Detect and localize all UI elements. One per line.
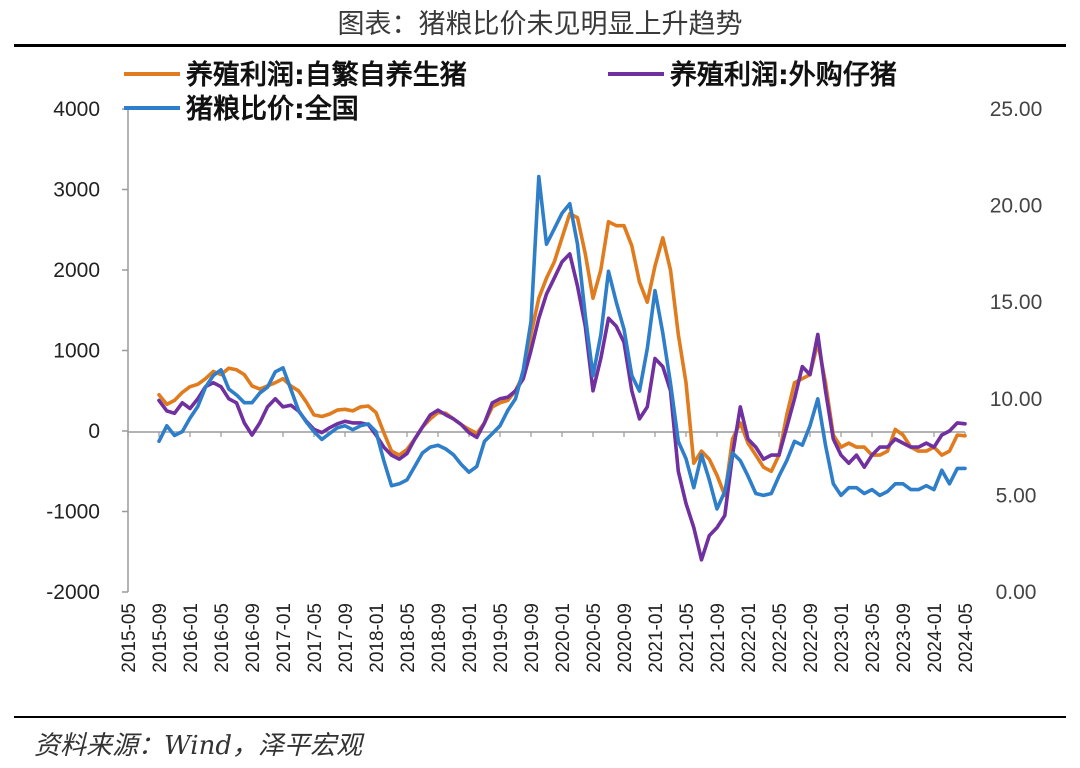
x-tick-label: 2015-09 [150,603,171,673]
y-tick-label-left: 2000 [53,259,100,282]
series-line-2 [157,252,967,562]
x-tick-label: 2018-09 [429,603,450,673]
x-tick-label: 2016-01 [181,603,202,673]
x-tick-label: 2022-09 [801,603,822,673]
x-tick-label: 2019-09 [522,603,543,673]
x-tick-label: 2015-05 [119,603,140,673]
y-tick-label-left: 1000 [53,340,100,363]
y-tick-label-left: 4000 [53,98,100,121]
legend-label-3: 猪粮比价:全国 [186,93,359,125]
chart: 4000 3000 2000 1000 0 -1000 -2000 25.00 20.00 15.… [46,59,1042,673]
x-tick-label: 2020-09 [615,603,636,673]
x-tick-label: 2020-05 [584,603,605,673]
x-tick-label: 2024-01 [925,603,946,673]
x-tick-label: 2017-01 [274,603,295,673]
axes: 4000 3000 2000 1000 0 -1000 -2000 25.00 20.00 15.… [46,98,1042,673]
x-tick-label: 2020-01 [553,603,574,673]
y-tick-label-right: 15.00 [990,291,1043,314]
x-tick-label: 2023-05 [863,603,884,673]
x-tick-label: 2022-01 [739,603,760,673]
y-tick-label-right: 10.00 [990,388,1043,411]
top-rule [14,44,1066,47]
x-tick-label: 2023-01 [832,603,853,673]
y-tick-label-left: -2000 [46,581,100,604]
x-tick-label: 2016-09 [243,603,264,673]
x-tick-label: 2022-05 [770,603,791,673]
x-tick-label: 2016-05 [212,603,233,673]
x-tick-label: 2024-05 [956,603,977,673]
bottom-rule [14,716,1066,718]
chart-title: 图表：猪粮比价未见明显上升趋势 [337,9,743,40]
y-tick-label-right: 5.00 [996,484,1037,507]
y-tick-label-left: 3000 [53,179,100,202]
x-tick-label: 2018-01 [367,603,388,673]
y-tick-label-right: 25.00 [990,98,1043,121]
series-layer [157,174,967,562]
legend-label-1: 养殖利润:自繁自养生猪 [186,59,467,91]
x-tick-label: 2019-01 [460,603,481,673]
x-tick-label: 2017-05 [305,603,326,673]
source-note: 资料来源：Wind，泽平宏观 [34,731,362,761]
x-tick-label: 2021-01 [646,603,667,673]
x-tick-label: 2019-05 [491,603,512,673]
x-tick-label: 2021-05 [677,603,698,673]
x-tick-label: 2023-09 [894,603,915,673]
series-line-1 [157,211,967,498]
series-line-3 [157,174,967,511]
y-tick-label-left: 0 [88,420,100,443]
y-tick-label-right: 20.00 [990,195,1043,218]
x-tick-label: 2017-09 [336,603,357,673]
y-tick-label-right: 0.00 [996,581,1037,604]
x-tick-label: 2021-09 [708,603,729,673]
x-tick-label: 2018-05 [398,603,419,673]
y-tick-label-left: -1000 [46,501,100,524]
legend-label-2: 养殖利润:外购仔猪 [670,59,897,91]
